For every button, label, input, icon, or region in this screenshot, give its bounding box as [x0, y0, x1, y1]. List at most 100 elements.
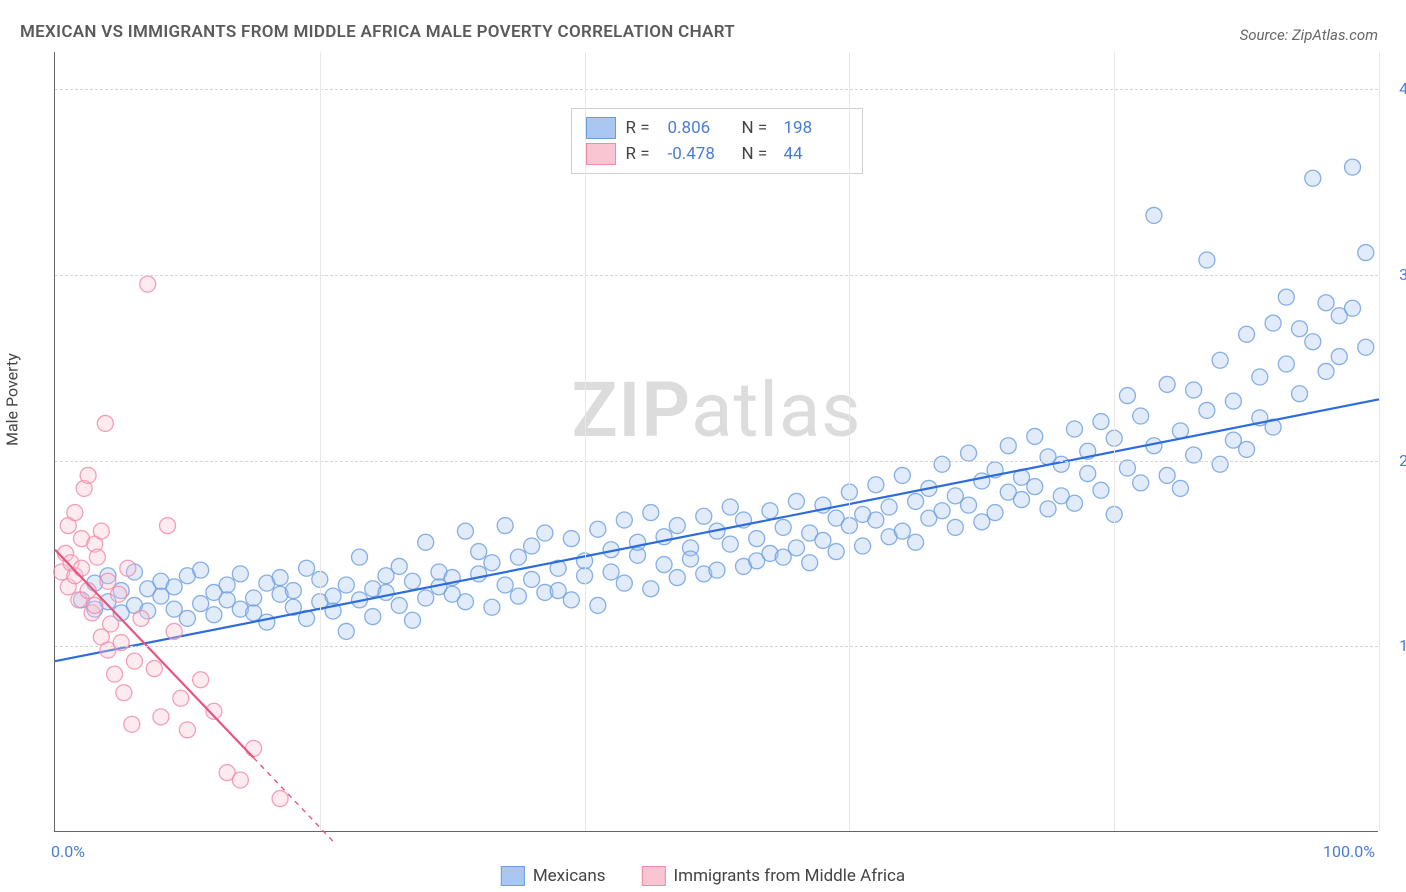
scatter-point: [471, 544, 487, 560]
legend-item: Immigrants from Middle Africa: [642, 866, 906, 886]
scatter-point: [484, 555, 500, 571]
scatter-point: [259, 614, 275, 630]
scatter-point: [669, 570, 685, 586]
scatter-point: [868, 512, 884, 528]
scatter-point: [894, 523, 910, 539]
scatter-point: [232, 772, 248, 788]
scatter-point: [179, 610, 195, 626]
scatter-point: [484, 599, 500, 615]
stat-r-value: -0.478: [668, 144, 732, 164]
gridline-h: [55, 461, 1378, 462]
scatter-point: [107, 666, 123, 682]
scatter-point: [709, 562, 725, 578]
scatter-point: [1066, 495, 1082, 511]
scatter-point: [133, 610, 149, 626]
scatter-point: [124, 716, 140, 732]
scatter-point: [815, 532, 831, 548]
gridline-v: [849, 52, 850, 831]
legend-item: Mexicans: [501, 866, 606, 886]
legend-swatch: [586, 143, 616, 165]
scatter-point: [80, 467, 96, 483]
scatter-point: [788, 540, 804, 556]
scatter-point: [1093, 414, 1109, 430]
scatter-point: [1093, 482, 1109, 498]
scatter-point: [1239, 326, 1255, 342]
gridline-h: [55, 89, 1378, 90]
scatter-point: [1278, 289, 1294, 305]
scatter-point: [67, 505, 83, 521]
scatter-point: [1027, 428, 1043, 444]
scatter-point: [457, 523, 473, 539]
scatter-point: [116, 685, 132, 701]
legend-label: Mexicans: [533, 866, 606, 886]
scatter-point: [497, 577, 513, 593]
plot-area: ZIPatlas R =0.806N =198R =-0.478N =44 10…: [54, 52, 1378, 832]
scatter-point: [1265, 315, 1281, 331]
scatter-point: [1119, 388, 1135, 404]
scatter-point: [1252, 369, 1268, 385]
scatter-point: [1212, 456, 1228, 472]
trend-line-dashed: [254, 758, 333, 842]
scatter-point: [1199, 402, 1215, 418]
scatter-point: [537, 525, 553, 541]
scatter-point: [325, 588, 341, 604]
scatter-point: [299, 560, 315, 576]
scatter-point: [524, 571, 540, 587]
scatter-point: [418, 590, 434, 606]
scatter-point: [391, 597, 407, 613]
scatter-point: [97, 415, 113, 431]
scatter-point: [1318, 295, 1334, 311]
scatter-point: [1146, 207, 1162, 223]
chart-container: MEXICAN VS IMMIGRANTS FROM MIDDLE AFRICA…: [0, 0, 1406, 892]
scatter-point: [146, 661, 162, 677]
stat-r-label: R =: [626, 118, 658, 138]
scatter-point: [352, 549, 368, 565]
scatter-point: [173, 690, 189, 706]
legend-swatch: [642, 866, 666, 886]
gridline-v: [1114, 52, 1115, 831]
scatter-point: [193, 596, 209, 612]
scatter-point: [775, 519, 791, 535]
scatter-point: [113, 635, 129, 651]
scatter-point: [961, 497, 977, 513]
scatter-point: [1358, 339, 1374, 355]
scatter-point: [1305, 334, 1321, 350]
scatter-point: [590, 521, 606, 537]
scatter-point: [378, 584, 394, 600]
scatter-point: [934, 503, 950, 519]
scatter-point: [1172, 480, 1188, 496]
scatter-point: [987, 505, 1003, 521]
scatter-point: [1080, 466, 1096, 482]
scatter-point: [206, 607, 222, 623]
scatter-point: [1159, 467, 1175, 483]
scatter-point: [140, 276, 156, 292]
xtick-label: 100.0%: [1323, 842, 1375, 861]
scatter-point: [510, 549, 526, 565]
gridline-v: [320, 52, 321, 831]
stat-n-label: N =: [742, 118, 774, 138]
scatter-point: [1212, 352, 1228, 368]
scatter-point: [616, 512, 632, 528]
scatter-point: [1292, 321, 1308, 337]
scatter-point: [1345, 159, 1361, 175]
scatter-point: [510, 588, 526, 604]
stat-r-value: 0.806: [668, 118, 732, 138]
gridline-v: [585, 52, 586, 831]
scatter-point: [232, 566, 248, 582]
scatter-point: [603, 564, 619, 580]
scatter-point: [643, 505, 659, 521]
scatter-point: [272, 570, 288, 586]
ytick-label: 20.0%: [1399, 451, 1406, 470]
scatter-point: [1358, 245, 1374, 261]
scatter-point: [120, 560, 136, 576]
ytick-label: 30.0%: [1399, 265, 1406, 284]
scatter-point: [497, 518, 513, 534]
scatter-point: [722, 536, 738, 552]
scatter-point: [656, 557, 672, 573]
scatter-point: [219, 577, 235, 593]
scatter-point: [974, 473, 990, 489]
scatter-point: [1014, 492, 1030, 508]
stats-row: R =-0.478N =44: [586, 141, 848, 167]
scatter-point: [1331, 349, 1347, 365]
scatter-point: [111, 586, 127, 602]
